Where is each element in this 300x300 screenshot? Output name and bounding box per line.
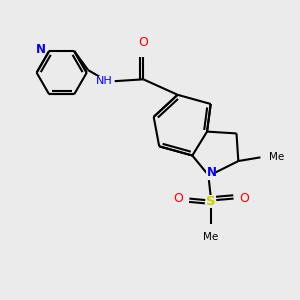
Text: O: O [174, 192, 184, 205]
Text: S: S [206, 195, 215, 208]
Text: N: N [35, 43, 46, 56]
Text: O: O [239, 192, 249, 205]
Text: Me: Me [203, 232, 218, 242]
Text: NH: NH [96, 76, 113, 86]
Text: O: O [138, 36, 148, 49]
Text: Me: Me [268, 152, 284, 162]
Text: N: N [206, 166, 217, 178]
